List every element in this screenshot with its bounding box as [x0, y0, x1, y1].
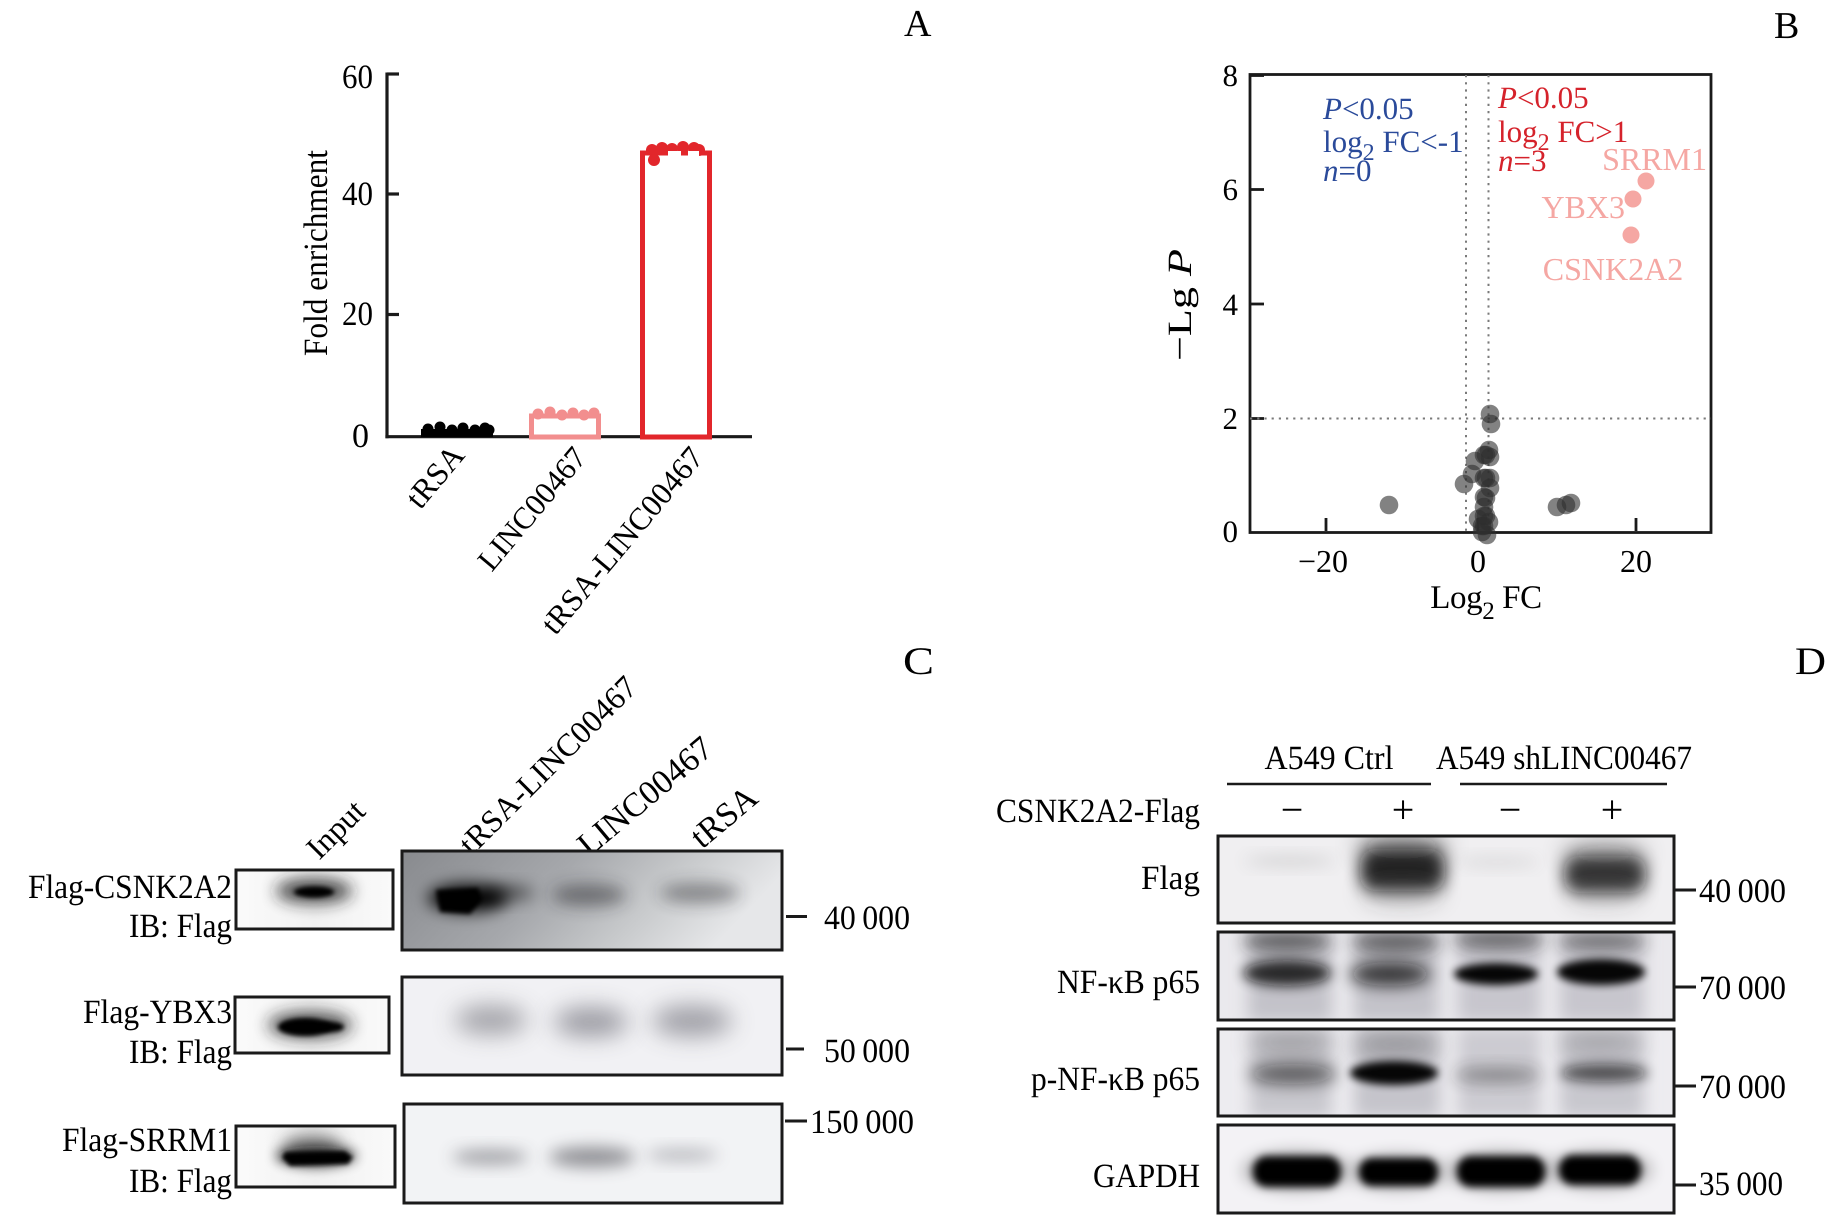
- svg-text:−: −: [1499, 787, 1522, 832]
- svg-text:CSNK2A2: CSNK2A2: [1543, 251, 1683, 287]
- svg-text:YBX3: YBX3: [1541, 189, 1625, 225]
- svg-text:40 000: 40 000: [1699, 873, 1786, 910]
- svg-text:SRRM1: SRRM1: [1602, 141, 1707, 177]
- svg-text:40: 40: [342, 176, 373, 213]
- svg-text:P<0.05: P<0.05: [1497, 80, 1589, 115]
- svg-text:8: 8: [1223, 58, 1239, 93]
- svg-text:6: 6: [1223, 172, 1239, 207]
- svg-text:+: +: [1392, 787, 1415, 832]
- svg-text:Fold enrichment: Fold enrichment: [298, 149, 335, 356]
- svg-text:tRSA: tRSA: [683, 779, 765, 856]
- svg-text:Flag-YBX3: Flag-YBX3: [83, 994, 232, 1031]
- svg-text:60: 60: [342, 59, 373, 96]
- svg-text:70 000: 70 000: [1699, 1069, 1786, 1106]
- svg-text:C: C: [903, 640, 934, 683]
- svg-text:35 000: 35 000: [1699, 1166, 1783, 1203]
- svg-text:20: 20: [1620, 543, 1652, 579]
- svg-text:Log2 FC: Log2 FC: [1430, 580, 1542, 625]
- svg-text:B: B: [1774, 5, 1799, 47]
- svg-text:0: 0: [1470, 543, 1486, 579]
- svg-text:A: A: [904, 3, 932, 45]
- svg-text:Input: Input: [299, 792, 372, 865]
- svg-text:4: 4: [1223, 287, 1239, 322]
- svg-text:IB: Flag: IB: Flag: [129, 1034, 232, 1071]
- svg-text:−: −: [1281, 787, 1304, 832]
- svg-text:50 000: 50 000: [824, 1033, 910, 1070]
- svg-text:CSNK2A2-Flag: CSNK2A2-Flag: [996, 793, 1200, 830]
- svg-text:A549 Ctrl: A549 Ctrl: [1265, 740, 1394, 777]
- svg-text:70 000: 70 000: [1699, 970, 1786, 1007]
- svg-text:D: D: [1795, 640, 1826, 683]
- svg-text:0: 0: [352, 418, 369, 455]
- svg-text:A549 shLINC00467: A549 shLINC00467: [1436, 740, 1692, 777]
- svg-text:P<0.05: P<0.05: [1322, 91, 1414, 126]
- svg-text:IB: Flag: IB: Flag: [129, 1163, 232, 1200]
- svg-text:150 000: 150 000: [810, 1104, 914, 1141]
- svg-text:2: 2: [1223, 401, 1239, 436]
- svg-text:−20: −20: [1298, 543, 1348, 579]
- svg-text:Flag: Flag: [1141, 860, 1200, 897]
- svg-text:20: 20: [342, 296, 373, 333]
- svg-text:Flag-CSNK2A2: Flag-CSNK2A2: [28, 869, 232, 906]
- svg-text:IB: Flag: IB: Flag: [129, 908, 232, 945]
- svg-text:tRSA: tRSA: [398, 437, 471, 515]
- svg-text:+: +: [1601, 787, 1624, 832]
- svg-text:−Lg P: −Lg P: [1162, 249, 1199, 361]
- svg-text:0: 0: [1223, 514, 1239, 549]
- svg-text:LINC00467: LINC00467: [470, 440, 593, 577]
- svg-text:Flag-SRRM1: Flag-SRRM1: [62, 1122, 232, 1159]
- svg-text:40 000: 40 000: [824, 900, 910, 937]
- svg-text:n=3: n=3: [1498, 143, 1546, 178]
- svg-text:GAPDH: GAPDH: [1093, 1158, 1200, 1195]
- svg-text:NF-κB p65: NF-κB p65: [1057, 964, 1200, 1001]
- svg-text:n=0: n=0: [1323, 153, 1371, 188]
- svg-text:p-NF-κB p65: p-NF-κB p65: [1031, 1061, 1200, 1098]
